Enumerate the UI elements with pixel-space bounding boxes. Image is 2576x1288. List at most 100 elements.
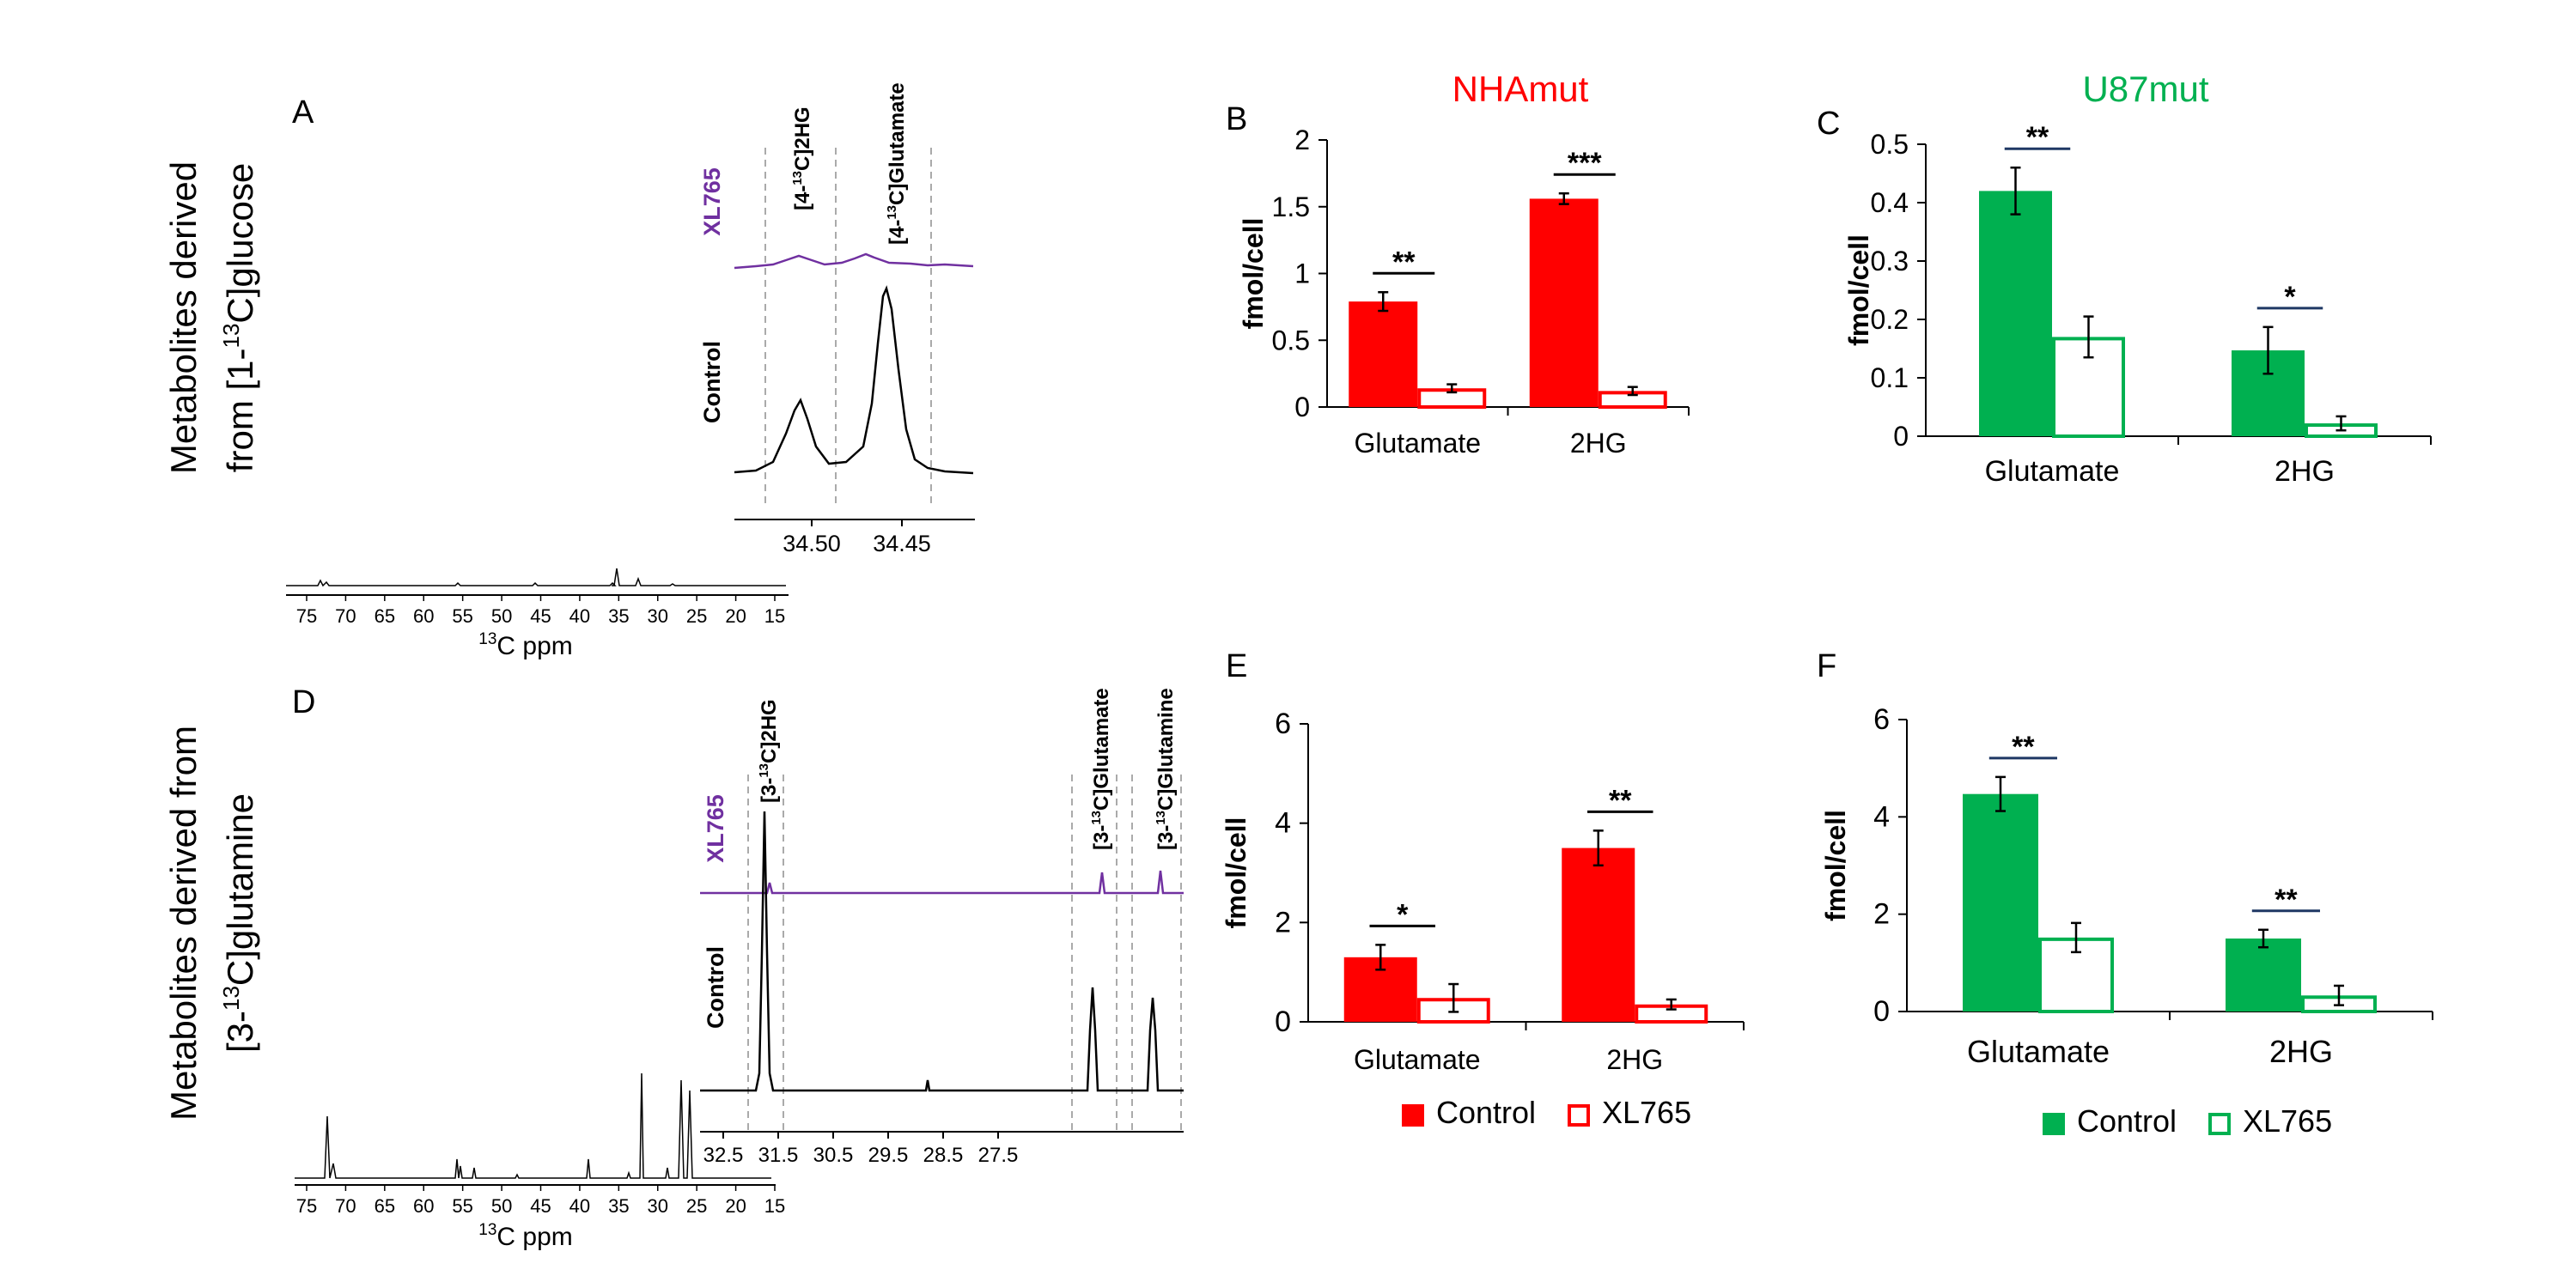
significance-marker: ** xyxy=(2026,121,2049,154)
row-title-top: Metabolites derived from [1-13C]glucose xyxy=(163,161,260,474)
panel-letter-f: F xyxy=(1817,648,1836,684)
y-tick-label: 4 xyxy=(1873,800,1890,833)
zoom-tick-label: 28.5 xyxy=(923,1144,964,1167)
panel-letter-d: D xyxy=(292,684,315,720)
y-tick-label: 6 xyxy=(1873,703,1890,736)
legend-label-xl765: XL765 xyxy=(2243,1103,2332,1139)
nmr-a-label-control: Control xyxy=(699,341,725,423)
category-label: Glutamate xyxy=(1985,455,2120,488)
nmr-a-full-ticks: 75 70 65 60 55 50 45 40 35 30 25 20 15 xyxy=(296,595,785,627)
y-tick-label: 0 xyxy=(1893,421,1909,452)
legend-swatch-control xyxy=(2043,1113,2065,1135)
nmr-panel-a: 75 70 65 60 55 50 45 40 35 30 25 20 15 13C ppm 34.50… xyxy=(286,82,975,660)
nmr-d-full-spectrum xyxy=(295,1072,771,1179)
group-title-u87mut: U87mut xyxy=(2082,69,2208,109)
bar-control-glutamate xyxy=(1349,301,1418,407)
category-label: Glutamate xyxy=(1354,1044,1481,1075)
nmr-d-peak-label-glutamate: [3-13C]Glutamate xyxy=(1089,688,1113,850)
y-tick-label: 0.2 xyxy=(1871,304,1909,335)
y-axis-label: fmol/cell xyxy=(1221,817,1251,929)
panel-letter-b: B xyxy=(1226,101,1247,137)
nmr-d-zoom-ticks: 32.5 31.5 30.5 29.5 28.5 27.5 xyxy=(703,1132,1019,1167)
nmr-a-full-spectrum xyxy=(286,568,786,587)
panel-letter-a: A xyxy=(292,94,314,131)
ppm-tick-label: 30 xyxy=(648,605,668,627)
bar-chart-f: 0 2 4 6 fmol/cell Glutamate ** 2HG ** Control XL76… xyxy=(1820,703,2433,1139)
y-tick-label: 2 xyxy=(1275,906,1291,939)
nmr-panel-d: 75 70 65 60 55 50 45 40 35 30 25 20 15 13C ppm 32.5 3… xyxy=(295,688,1184,1251)
panel-letter-c: C xyxy=(1817,106,1840,142)
bar-chart-e: 0 2 4 6 fmol/cell Glutamate * 2HG ** Control XL765 xyxy=(1221,708,1745,1130)
ppm-tick-label: 35 xyxy=(608,605,629,627)
ppm-tick-label: 75 xyxy=(296,1195,317,1217)
category-label: 2HG xyxy=(1570,428,1627,459)
ppm-tick-label: 50 xyxy=(491,1195,512,1217)
group-title-nhamut: NHAmut xyxy=(1452,69,1589,109)
significance-marker: ** xyxy=(2275,884,2298,916)
y-tick-label: 0 xyxy=(1873,995,1890,1028)
bar-control-2hg xyxy=(1562,848,1635,1022)
zoom-tick-label: 30.5 xyxy=(813,1144,854,1167)
ppm-tick-label: 20 xyxy=(725,1195,746,1217)
nmr-a-xl765-trace xyxy=(734,252,974,270)
ppm-tick-label: 40 xyxy=(569,605,590,627)
y-tick-label: 1.5 xyxy=(1272,191,1310,222)
ppm-tick-label: 35 xyxy=(608,1195,629,1217)
legend-label-control: Control xyxy=(2077,1103,2177,1139)
y-tick-label: 0.4 xyxy=(1871,187,1909,218)
nmr-a-control-trace xyxy=(734,285,974,475)
nmr-d-peak-label-glutamine: [3-13C]Glutamine xyxy=(1154,688,1178,850)
ppm-tick-label: 25 xyxy=(686,1195,707,1217)
legend-label-xl765: XL765 xyxy=(1602,1095,1691,1130)
ppm-tick-label: 40 xyxy=(569,1195,590,1217)
zoom-tick-label: 31.5 xyxy=(758,1144,799,1167)
significance-marker: ** xyxy=(2012,731,2035,763)
ppm-tick-label: 45 xyxy=(530,1195,551,1217)
nmr-d-label-xl765: XL765 xyxy=(703,794,728,863)
y-tick-label: 2 xyxy=(1294,125,1310,155)
ppm-tick-label: 65 xyxy=(375,605,395,627)
nmr-a-xlabel: 13C ppm xyxy=(478,630,573,660)
ppm-tick-label: 15 xyxy=(764,1195,785,1217)
legend-swatch-control xyxy=(1402,1104,1424,1127)
category-label: 2HG xyxy=(1606,1044,1663,1075)
y-tick-label: 0.5 xyxy=(1272,325,1310,355)
nmr-a-label-xl765: XL765 xyxy=(699,167,725,236)
y-tick-label: 0 xyxy=(1294,392,1310,422)
bar-control-glutamate xyxy=(1979,191,2052,436)
ppm-tick-label: 65 xyxy=(375,1195,395,1217)
significance-marker: * xyxy=(2284,281,2296,313)
bar-control-glutamate xyxy=(1963,793,2038,1012)
y-tick-label: 0.3 xyxy=(1871,246,1909,276)
y-axis-label: fmol/cell xyxy=(1238,218,1269,330)
nmr-d-full-ticks: 75 70 65 60 55 50 45 40 35 30 25 20 15 xyxy=(296,1185,785,1217)
row-title-top-line2: from [1-13C]glucose xyxy=(218,163,260,472)
row-title-bottom-line1: Metabolites derived from xyxy=(163,726,204,1121)
legend-swatch-xl765 xyxy=(1568,1104,1590,1127)
significance-marker: ** xyxy=(1392,246,1416,278)
ppm-tick-label: 15 xyxy=(764,605,785,627)
nmr-a-peak-label-glutamate: [4-13C]Glutamate xyxy=(885,82,909,245)
row-title-bottom-line2: [3-13C]glutamine xyxy=(218,793,260,1053)
category-label: 2HG xyxy=(2275,455,2335,488)
significance-marker: *** xyxy=(1568,147,1602,179)
ppm-tick-label: 55 xyxy=(452,1195,472,1217)
y-axis-label: fmol/cell xyxy=(1843,234,1874,346)
y-axis-label: fmol/cell xyxy=(1820,810,1851,921)
ppm-tick-label: 55 xyxy=(452,605,472,627)
nmr-d-xl765-trace xyxy=(700,870,1184,895)
zoom-tick-label: 32.5 xyxy=(703,1144,744,1167)
ppm-tick-label: 25 xyxy=(686,605,707,627)
nmr-d-xlabel: 13C ppm xyxy=(478,1221,573,1251)
legend-label-control: Control xyxy=(1436,1095,1536,1130)
category-label: 2HG xyxy=(2269,1034,2333,1069)
row-title-bottom: Metabolites derived from [3-13C]glutamin… xyxy=(163,726,260,1121)
ppm-tick-label: 70 xyxy=(335,605,356,627)
ppm-tick-label: 50 xyxy=(491,605,512,627)
ppm-tick-label: 60 xyxy=(413,605,434,627)
ppm-tick-label: 75 xyxy=(296,605,317,627)
nmr-d-control-trace xyxy=(700,811,1184,1092)
zoom-tick-label: 27.5 xyxy=(978,1144,1019,1167)
category-label: Glutamate xyxy=(1967,1034,2110,1069)
